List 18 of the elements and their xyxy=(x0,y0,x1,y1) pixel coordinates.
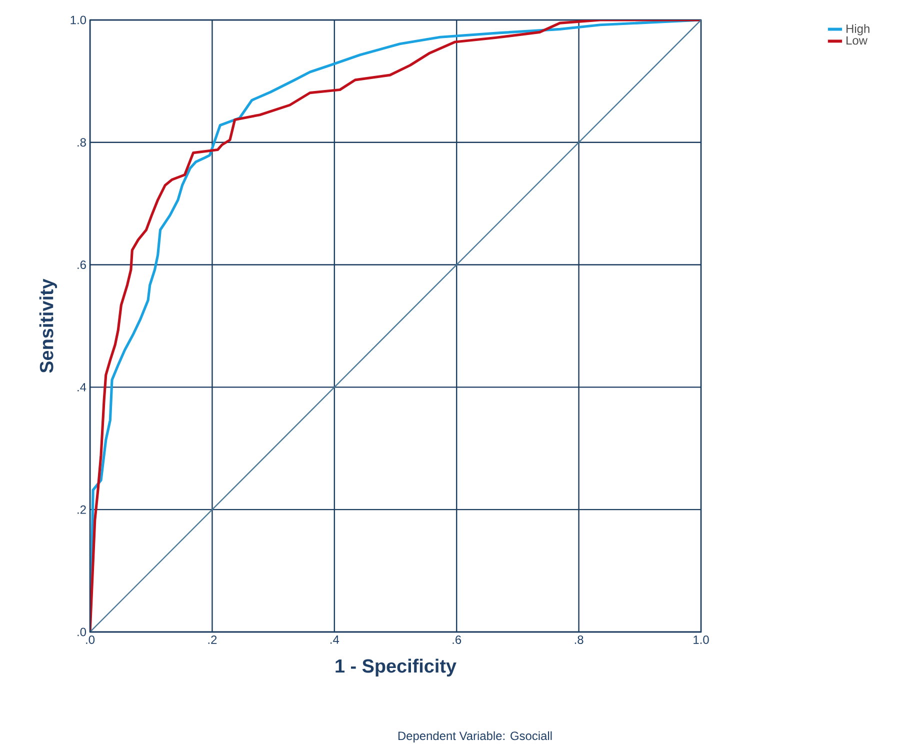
text: Dependent Variable: Gsociall xyxy=(398,731,552,742)
legend-label: Low xyxy=(846,36,868,45)
y-tick-label: .2 xyxy=(78,505,86,514)
y-axis-title: Sensitivity xyxy=(39,278,58,373)
x-tick-label: .8 xyxy=(574,636,584,644)
x-tick-label: .0 xyxy=(86,636,95,644)
y-tick-label: .8 xyxy=(78,138,86,147)
y-tick-label: .0 xyxy=(78,628,86,636)
x-tick-label: .6 xyxy=(452,636,462,644)
x-tick-label: 1.0 xyxy=(694,636,709,644)
y-tick-label: .6 xyxy=(78,260,86,270)
y-tick-label: 1.0 xyxy=(70,16,86,24)
x-tick-label: .2 xyxy=(208,636,217,644)
x-tick-label: .4 xyxy=(330,636,340,644)
line-series xyxy=(90,20,702,632)
x-axis-title: 1 - Specificity xyxy=(336,658,456,676)
y-tick-label: .4 xyxy=(78,383,86,392)
legend-label: High xyxy=(846,24,870,36)
